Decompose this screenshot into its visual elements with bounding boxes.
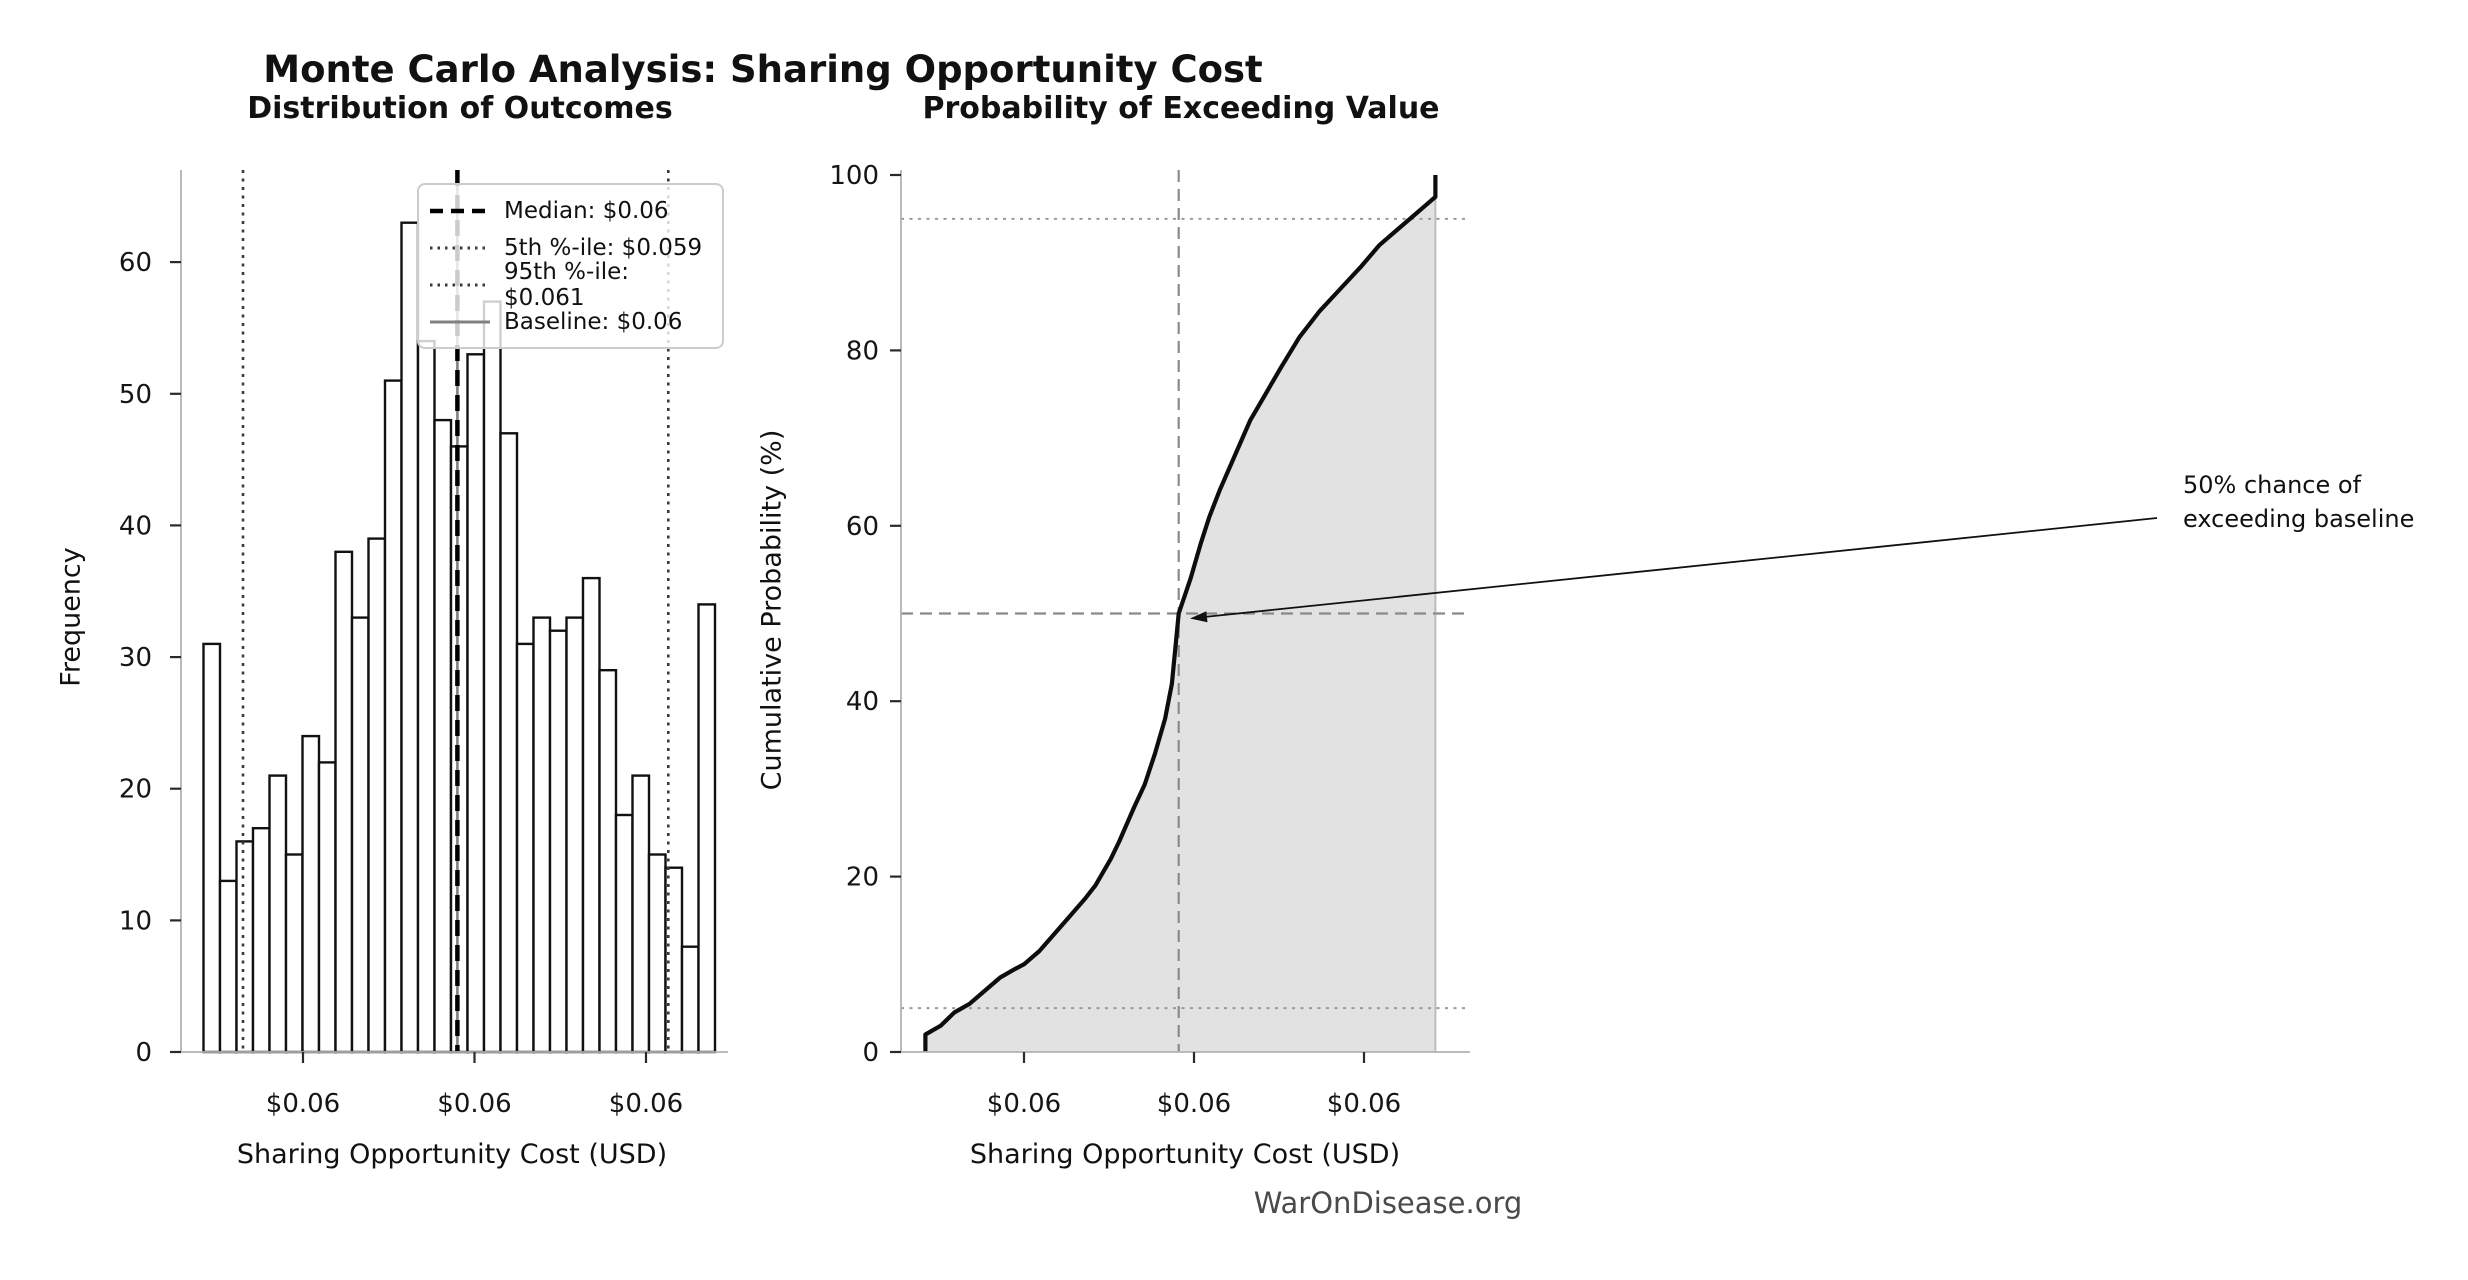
histogram-bar bbox=[565, 616, 585, 1054]
histogram-bar bbox=[631, 774, 651, 1054]
histogram-x-tick-label: $0.06 bbox=[266, 1089, 340, 1119]
cdf-y-tick-label: 80 bbox=[846, 336, 879, 366]
histogram-y-tick-label: 50 bbox=[119, 380, 152, 410]
histogram-bar bbox=[548, 629, 568, 1054]
cdf-xlabel: Sharing Opportunity Cost (USD) bbox=[969, 1139, 1401, 1170]
baseline-line-sample bbox=[430, 320, 490, 323]
histogram-plot: $0.06 $0.06 $0.06 0 10 20 30 40 50 60 bbox=[119, 170, 728, 1119]
histogram-bar bbox=[482, 300, 502, 1054]
cdf-annotation: 50% chance of exceeding baseline bbox=[2183, 468, 2414, 536]
cdf-x-tick-label: $0.06 bbox=[1157, 1089, 1231, 1119]
histogram-bar bbox=[614, 813, 634, 1054]
median-line-sample bbox=[430, 208, 490, 213]
histogram-bar bbox=[680, 945, 700, 1054]
histogram-bar bbox=[647, 853, 667, 1054]
p95-line-sample bbox=[430, 283, 490, 286]
legend-label-baseline: Baseline: $0.06 bbox=[504, 308, 683, 335]
histogram-y-tick-label: 30 bbox=[119, 643, 152, 673]
histogram-bar bbox=[334, 550, 354, 1054]
cdf-y-tick-label: 60 bbox=[846, 512, 879, 542]
histogram-x-tick-label: $0.06 bbox=[437, 1089, 511, 1119]
histogram-axes: $0.06 $0.06 $0.06 0 10 20 30 40 50 60 bbox=[119, 170, 728, 1119]
annotation-line-1: 50% chance of bbox=[2183, 471, 2362, 499]
annotation-arrow bbox=[1190, 517, 2158, 623]
annotation-line-2: exceeding baseline bbox=[2183, 505, 2415, 533]
histogram-bar bbox=[350, 616, 370, 1054]
histogram-bar bbox=[284, 853, 304, 1054]
histogram-bar bbox=[317, 761, 337, 1054]
histogram-bar bbox=[515, 642, 535, 1054]
histogram-bar bbox=[218, 879, 238, 1054]
histogram-bar bbox=[251, 827, 271, 1054]
cdf-y-tick-label: 20 bbox=[846, 863, 879, 893]
cdf-y-tick-label: 100 bbox=[829, 161, 879, 191]
histogram-bar bbox=[268, 774, 288, 1054]
histogram-bar bbox=[466, 353, 486, 1054]
cdf-y-tick-label: 40 bbox=[846, 687, 879, 717]
histogram-bar bbox=[383, 379, 403, 1054]
cdf-plot: $0.06 $0.06 $0.06 0 20 40 60 80 100 bbox=[829, 161, 1470, 1119]
histogram-xlabel: Sharing Opportunity Cost (USD) bbox=[236, 1139, 668, 1170]
histogram-bar bbox=[581, 576, 601, 1054]
legend-label-p5: 5th %-ile: $0.059 bbox=[504, 234, 703, 261]
histogram-y-tick-label: 10 bbox=[119, 906, 152, 936]
histogram-title: Distribution of Outcomes bbox=[247, 91, 673, 126]
p5-line-sample bbox=[430, 246, 490, 249]
legend-item-p95: 95th %-ile: $0.061 bbox=[429, 259, 712, 311]
cdf-curve bbox=[923, 175, 1438, 1052]
histogram-bar bbox=[499, 432, 519, 1054]
histogram-legend: Median: $0.06 5th %-ile: $0.059 95th %-i… bbox=[417, 183, 724, 349]
legend-item-median: Median: $0.06 bbox=[429, 192, 712, 229]
histogram-x-tick-label: $0.06 bbox=[609, 1089, 683, 1119]
legend-item-baseline: Baseline: $0.06 bbox=[429, 303, 712, 340]
histogram-bar bbox=[400, 221, 420, 1054]
histogram-bar bbox=[532, 616, 552, 1054]
legend-label-p95: 95th %-ile: $0.061 bbox=[504, 258, 630, 311]
cdf-title: Probability of Exceeding Value bbox=[922, 91, 1440, 126]
cdf-ylabel: Cumulative Probability (%) bbox=[756, 429, 788, 791]
histogram-y-tick-label: 20 bbox=[119, 775, 152, 805]
cdf-x-tick-label: $0.06 bbox=[987, 1089, 1061, 1119]
histogram-y-tick-label: 0 bbox=[135, 1038, 152, 1068]
histogram-y-tick-label: 40 bbox=[119, 511, 152, 541]
legend-label-median: Median: $0.06 bbox=[504, 197, 669, 224]
histogram-bar bbox=[367, 537, 387, 1054]
watermark: WarOnDisease.org bbox=[1253, 1186, 1523, 1220]
legend-item-p5: 5th %-ile: $0.059 bbox=[429, 229, 712, 266]
histogram-ylabel: Frequency bbox=[55, 547, 87, 687]
histogram-bar bbox=[697, 603, 717, 1054]
histogram-bar bbox=[202, 642, 222, 1054]
histogram-bar bbox=[433, 418, 453, 1054]
figure-title: Monte Carlo Analysis: Sharing Opportunit… bbox=[263, 48, 1263, 91]
histogram-bar bbox=[235, 840, 255, 1054]
histogram-bar bbox=[416, 339, 436, 1054]
cdf-y-tick-label: 0 bbox=[862, 1038, 879, 1068]
histogram-bar bbox=[301, 734, 321, 1054]
cdf-axes: $0.06 $0.06 $0.06 0 20 40 60 80 100 bbox=[829, 161, 1470, 1119]
histogram-y-tick-label: 60 bbox=[119, 248, 152, 278]
histogram-bar bbox=[598, 669, 618, 1054]
cdf-x-tick-label: $0.06 bbox=[1327, 1089, 1401, 1119]
